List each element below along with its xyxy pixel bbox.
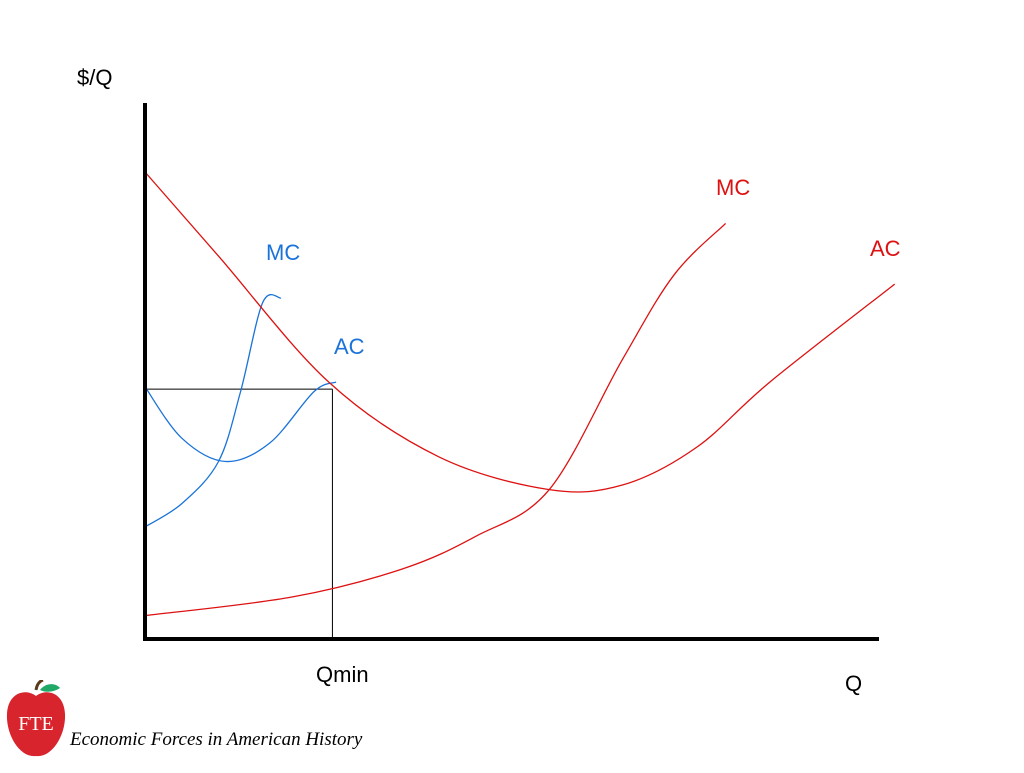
curve-labels: MC AC MC AC (266, 175, 901, 359)
curves (144, 171, 896, 617)
large-ac-curve (144, 171, 896, 493)
logo-text: FTE (18, 713, 54, 735)
x-tick-label-qmin: Qmin (316, 662, 369, 687)
footer-source-text: Economic Forces in American History (70, 729, 363, 750)
x-axis-title: Q (845, 671, 862, 696)
small-mc-curve (144, 294, 282, 528)
small-mc-curve-label: MC (266, 240, 300, 265)
large-mc-curve (144, 222, 727, 617)
guide-lines (145, 388, 333, 639)
y-axis-title: $/Q (77, 65, 112, 90)
fte-apple-logo-icon: FTE (6, 680, 66, 757)
small-ac-curve (144, 381, 337, 463)
large-mc-curve-label: MC (716, 175, 750, 200)
small-ac-curve-label: AC (334, 334, 365, 359)
large-ac-curve-label: AC (870, 236, 901, 261)
